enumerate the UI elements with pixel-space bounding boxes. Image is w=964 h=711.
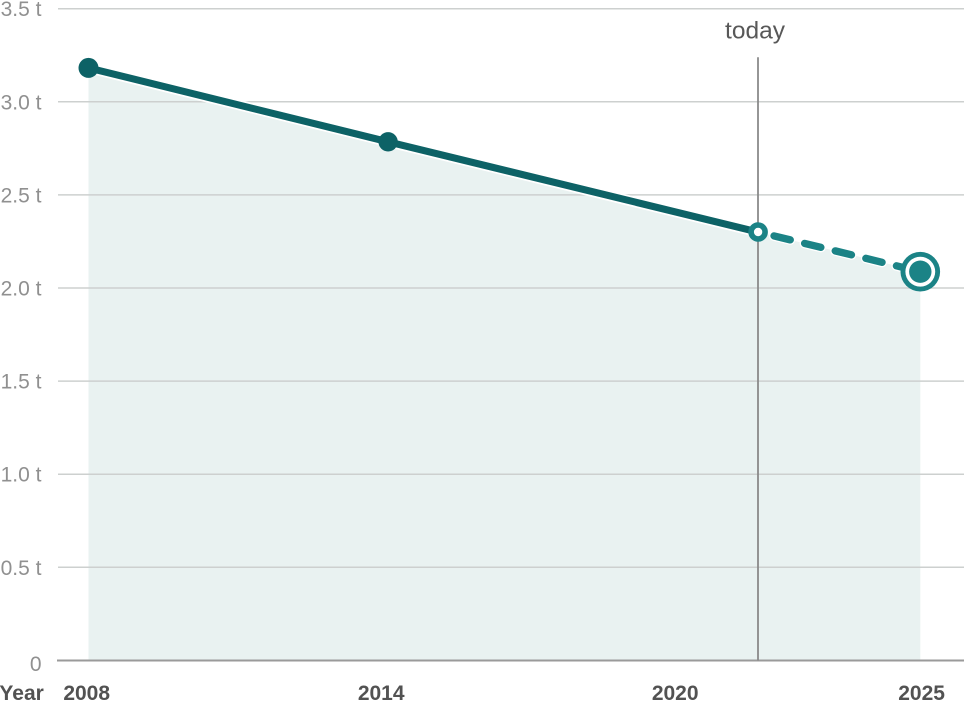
svg-text:2.5 t: 2.5 t [1,184,42,207]
svg-text:2020: 2020 [652,682,699,705]
svg-text:2014: 2014 [358,682,405,705]
svg-text:3.5 t: 3.5 t [1,0,42,21]
svg-text:today: today [725,18,786,45]
svg-text:0: 0 [30,653,42,676]
svg-text:2008: 2008 [63,682,110,705]
svg-text:1.0 t: 1.0 t [1,464,42,487]
svg-text:1.5 t: 1.5 t [1,371,42,394]
svg-text:2025: 2025 [898,682,945,705]
svg-text:3.0 t: 3.0 t [1,91,42,114]
svg-text:0.5 t: 0.5 t [1,557,42,580]
svg-text:2.0 t: 2.0 t [1,278,42,301]
svg-text:Year: Year [0,682,44,705]
